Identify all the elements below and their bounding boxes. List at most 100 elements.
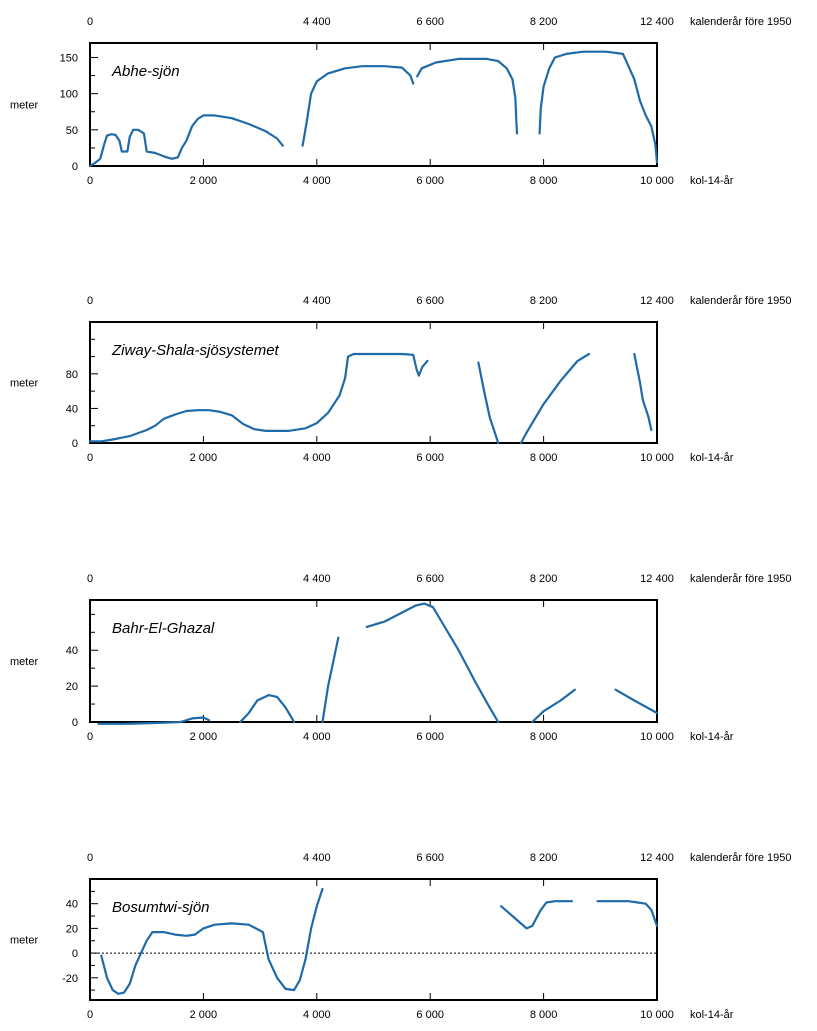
x-tick-label: 2 000 xyxy=(190,1009,218,1021)
series-line-segment xyxy=(596,900,659,928)
y-tick-label: 0 xyxy=(72,717,78,729)
chart-panel-2: 0 2 000 4 000 6 000 8 000 10 000 0 4 400 6 600 8 … xyxy=(10,295,792,464)
panel-title: Bahr-El-Ghazal xyxy=(112,620,215,637)
y-tick-label: 20 xyxy=(66,681,78,693)
x-tick-label: 2 000 xyxy=(190,175,218,187)
x2-tick-label: 0 xyxy=(87,295,93,307)
series-line-segment xyxy=(519,352,591,445)
x2-tick-label: 12 400 xyxy=(640,573,674,585)
x2-tick-label: 4 400 xyxy=(303,573,331,585)
plot-frame xyxy=(89,599,658,723)
series-line-segment xyxy=(538,50,659,164)
y-tick-label: -20 xyxy=(62,973,78,985)
x2-tick-label: 6 600 xyxy=(416,16,444,28)
x2-tick-label: 4 400 xyxy=(303,852,331,864)
x-tick-label: 0 xyxy=(87,1009,93,1021)
chart-panel-1: 0 2 000 4 000 6 000 8 000 10 000 0 4 400 6 600 8 … xyxy=(10,16,792,187)
x2-tick-label: 6 600 xyxy=(416,295,444,307)
x-axis-label: kol-14-år xyxy=(690,452,734,464)
panel-title: Abhe-sjön xyxy=(111,63,180,80)
x2-tick-label: 0 xyxy=(87,16,93,28)
panel-title: Ziway-Shala-sjösystemet xyxy=(111,342,280,359)
y-tick-label: 40 xyxy=(66,899,78,911)
x2-tick-label: 12 400 xyxy=(640,295,674,307)
x-tick-label: 0 xyxy=(87,175,93,187)
x2-tick-label: 0 xyxy=(87,852,93,864)
y-tick-label: 0 xyxy=(72,161,78,173)
series-line-segment xyxy=(633,352,653,432)
series-line-segment xyxy=(97,716,211,725)
y-tick-label: 150 xyxy=(60,52,78,64)
x-tick-label: 8 000 xyxy=(530,452,558,464)
x-tick-label: 6 000 xyxy=(416,731,444,743)
x2-tick-label: 6 600 xyxy=(416,852,444,864)
x2-tick-label: 12 400 xyxy=(640,852,674,864)
series-line-segment xyxy=(365,602,500,724)
x-tick-label: 0 xyxy=(87,452,93,464)
plot-frame xyxy=(89,321,658,444)
x-tick-label: 4 000 xyxy=(303,452,331,464)
plot-frame xyxy=(89,42,658,167)
x2-tick-label: 4 400 xyxy=(303,16,331,28)
x2-tick-label: 8 200 xyxy=(530,573,558,585)
x-tick-label: 10 000 xyxy=(640,731,674,743)
x-tick-label: 6 000 xyxy=(416,1009,444,1021)
y-axis-label: meter xyxy=(10,656,38,668)
x-tick-label: 8 000 xyxy=(530,175,558,187)
x-tick-label: 10 000 xyxy=(640,452,674,464)
series-line-segment xyxy=(88,352,429,443)
series-line-segment xyxy=(100,887,324,995)
x2-axis-label: kalenderår före 1950 xyxy=(690,573,792,585)
series-line-segment xyxy=(239,693,296,724)
x-tick-label: 8 000 xyxy=(530,1009,558,1021)
x-tick-label: 6 000 xyxy=(416,175,444,187)
series-line-segment xyxy=(477,361,500,445)
y-tick-label: 20 xyxy=(66,923,78,935)
x2-tick-label: 12 400 xyxy=(640,16,674,28)
x-tick-label: 8 000 xyxy=(530,731,558,743)
x2-tick-label: 6 600 xyxy=(416,573,444,585)
plot-frame xyxy=(89,878,658,1001)
x-tick-label: 4 000 xyxy=(303,731,331,743)
series-line-segment xyxy=(416,57,519,135)
y-axis-label: meter xyxy=(10,378,38,390)
y-tick-label: 100 xyxy=(60,89,78,101)
y-tick-label: 0 xyxy=(72,948,78,960)
x-tick-label: 2 000 xyxy=(190,452,218,464)
x-tick-label: 4 000 xyxy=(303,1009,331,1021)
series-line-segment xyxy=(88,114,284,168)
x-axis-label: kol-14-år xyxy=(690,1009,734,1021)
x-axis-label: kol-14-år xyxy=(690,175,734,187)
chart-panel-3: 0 2 000 4 000 6 000 8 000 10 000 0 4 400 6 600 8 … xyxy=(10,573,792,743)
y-axis-label: meter xyxy=(10,935,38,947)
y-tick-label: 50 xyxy=(66,125,78,137)
x-axis-label: kol-14-år xyxy=(690,731,734,743)
series-line-segment xyxy=(531,688,576,724)
y-axis-label: meter xyxy=(10,100,38,112)
x2-tick-label: 8 200 xyxy=(530,295,558,307)
panel-title: Bosumtwi-sjön xyxy=(112,899,210,916)
x2-tick-label: 0 xyxy=(87,573,93,585)
x-tick-label: 10 000 xyxy=(640,1009,674,1021)
series-line-segment xyxy=(321,636,340,724)
series-line-segment xyxy=(301,65,415,147)
x2-axis-label: kalenderår före 1950 xyxy=(690,852,792,864)
y-tick-label: 40 xyxy=(66,403,78,415)
x-tick-label: 4 000 xyxy=(303,175,331,187)
y-tick-label: 40 xyxy=(66,645,78,657)
x-tick-label: 2 000 xyxy=(190,731,218,743)
x2-axis-label: kalenderår före 1950 xyxy=(690,16,792,28)
x2-tick-label: 4 400 xyxy=(303,295,331,307)
x2-tick-label: 8 200 xyxy=(530,16,558,28)
x-tick-label: 10 000 xyxy=(640,175,674,187)
y-tick-label: 0 xyxy=(72,438,78,450)
y-tick-label: 80 xyxy=(66,369,78,381)
x2-axis-label: kalenderår före 1950 xyxy=(690,295,792,307)
x2-tick-label: 8 200 xyxy=(530,852,558,864)
x-tick-label: 6 000 xyxy=(416,452,444,464)
chart-panel-4: 0 2 000 4 000 6 000 8 000 10 000 0 4 400 6 600 8 … xyxy=(10,852,792,1021)
x-tick-label: 0 xyxy=(87,731,93,743)
series-line-segment xyxy=(500,900,574,930)
series-line-segment xyxy=(614,688,659,715)
